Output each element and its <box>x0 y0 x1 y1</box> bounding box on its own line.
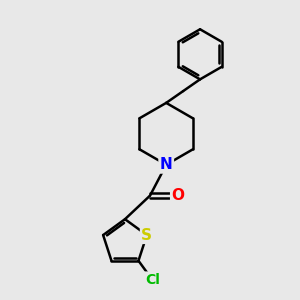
Text: S: S <box>141 228 152 243</box>
Text: N: N <box>160 157 172 172</box>
Text: Cl: Cl <box>145 273 160 287</box>
Text: O: O <box>172 188 184 203</box>
